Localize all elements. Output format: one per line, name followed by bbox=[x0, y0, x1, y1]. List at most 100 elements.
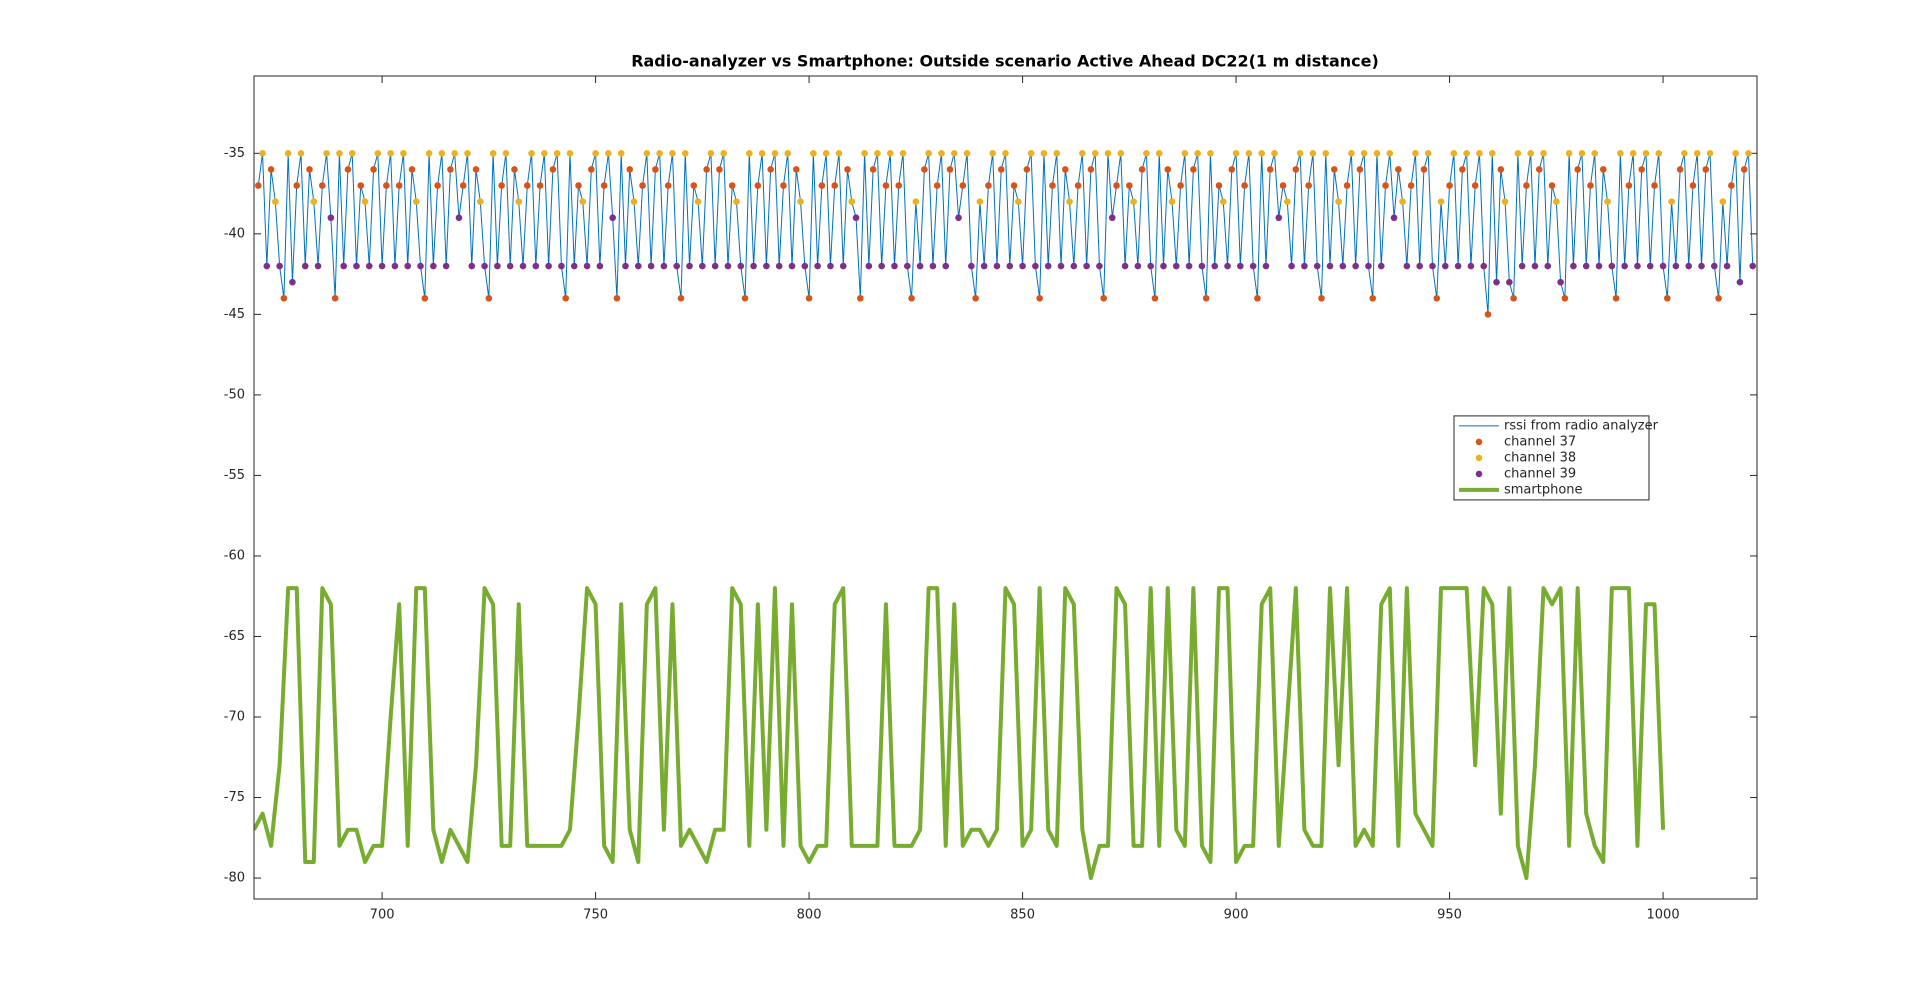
scatter-point bbox=[1711, 262, 1718, 270]
scatter-point bbox=[989, 150, 996, 157]
legend-label: smartphone bbox=[1504, 482, 1583, 497]
scatter-point bbox=[767, 166, 774, 173]
scatter-point bbox=[605, 150, 612, 157]
scatter-point bbox=[1638, 166, 1646, 173]
scatter-point bbox=[541, 150, 548, 157]
scatter-point bbox=[818, 182, 826, 189]
scatter-point bbox=[1390, 214, 1398, 222]
scatter-point bbox=[1202, 294, 1210, 302]
scatter-point bbox=[869, 166, 877, 173]
scatter-point bbox=[331, 294, 339, 302]
scatter-point bbox=[993, 262, 1001, 270]
scatter-point bbox=[1553, 198, 1560, 205]
scatter-point bbox=[1535, 166, 1543, 173]
scatter-point bbox=[681, 150, 689, 157]
scatter-point bbox=[720, 150, 727, 157]
y-tick-label: -60 bbox=[224, 548, 245, 563]
scatter-point bbox=[489, 150, 497, 157]
scatter-point bbox=[1108, 214, 1116, 222]
scatter-point bbox=[459, 182, 467, 189]
scatter-point bbox=[391, 262, 399, 270]
scatter-point bbox=[652, 166, 659, 173]
scatter-point bbox=[434, 182, 441, 189]
scatter-point bbox=[1292, 166, 1300, 173]
scatter-point bbox=[1177, 182, 1184, 189]
scatter-point bbox=[1117, 150, 1125, 157]
scatter-point bbox=[622, 262, 629, 270]
scatter-point bbox=[775, 262, 783, 270]
scatter-point bbox=[365, 262, 373, 270]
scatter-point bbox=[1377, 262, 1385, 270]
scatter-point bbox=[1681, 150, 1688, 157]
scatter-point bbox=[1459, 166, 1466, 173]
scatter-point bbox=[1433, 294, 1441, 302]
scatter-point bbox=[1382, 182, 1389, 189]
scatter-point bbox=[1237, 262, 1244, 270]
axes-box bbox=[253, 75, 1758, 900]
scatter-point bbox=[728, 182, 736, 189]
scatter-point bbox=[297, 150, 305, 157]
scatter-point bbox=[1091, 150, 1099, 157]
scatter-point bbox=[664, 182, 672, 189]
scatter-point bbox=[549, 166, 557, 173]
scatter-point bbox=[289, 278, 296, 286]
scatter-point bbox=[1228, 166, 1236, 173]
scatter-point bbox=[1339, 262, 1347, 270]
scatter-point bbox=[1002, 150, 1009, 157]
scatter-point bbox=[1399, 198, 1406, 205]
scatter-point bbox=[1241, 182, 1248, 189]
scatter-point bbox=[408, 166, 416, 173]
scatter-point bbox=[1672, 262, 1680, 270]
scatter-point bbox=[797, 198, 804, 205]
scatter-point bbox=[1429, 262, 1436, 270]
scatter-point bbox=[1544, 262, 1552, 270]
scatter-point bbox=[1224, 262, 1231, 270]
scatter-point bbox=[1728, 182, 1735, 189]
scatter-point bbox=[810, 150, 817, 157]
scatter-point bbox=[1279, 182, 1287, 189]
scatter-point bbox=[976, 198, 984, 205]
scatter-point bbox=[1147, 262, 1154, 270]
scatter-point bbox=[1497, 166, 1505, 173]
scatter-point bbox=[323, 150, 330, 157]
scatter-point bbox=[1582, 262, 1590, 270]
scatter-point bbox=[1493, 278, 1500, 286]
y-tick-label: -65 bbox=[224, 629, 245, 644]
scatter-point bbox=[387, 150, 394, 157]
scatter-point bbox=[1049, 182, 1056, 189]
scatter-point bbox=[1348, 150, 1355, 157]
y-tick-label: -70 bbox=[224, 710, 245, 725]
x-tick-label: 800 bbox=[797, 908, 822, 923]
scatter-point bbox=[835, 150, 843, 157]
scatter-point bbox=[1454, 262, 1462, 270]
scatter-point bbox=[1121, 262, 1129, 270]
scatter-point bbox=[1471, 182, 1479, 189]
scatter-point bbox=[301, 262, 309, 270]
scatter-point bbox=[1061, 166, 1069, 173]
scatter-point bbox=[1245, 150, 1253, 157]
scatter-point bbox=[677, 294, 685, 302]
scatter-point bbox=[378, 262, 386, 270]
scatter-point bbox=[417, 262, 424, 270]
scatter-point bbox=[1032, 262, 1039, 270]
scatter-point bbox=[844, 166, 851, 173]
scatter-point bbox=[1706, 150, 1714, 157]
scatter-point bbox=[1215, 182, 1223, 189]
scatter-point bbox=[1510, 294, 1517, 302]
scatter-point bbox=[1723, 262, 1731, 270]
scatter-point bbox=[690, 182, 698, 189]
scatter-point bbox=[882, 182, 890, 189]
scatter-point bbox=[1335, 198, 1342, 205]
scatter-point bbox=[1036, 294, 1043, 302]
scatter-point bbox=[1740, 166, 1748, 173]
scatter-point bbox=[1664, 294, 1671, 302]
scatter-point bbox=[912, 198, 920, 205]
scatter-point bbox=[741, 294, 749, 302]
scatter-point bbox=[1104, 150, 1112, 157]
scatter-point bbox=[336, 150, 343, 157]
scatter-point bbox=[502, 150, 510, 157]
scatter-point bbox=[412, 198, 420, 205]
scatter-point bbox=[1113, 182, 1120, 189]
scatter-point bbox=[1027, 150, 1035, 157]
scatter-point bbox=[1476, 150, 1483, 157]
